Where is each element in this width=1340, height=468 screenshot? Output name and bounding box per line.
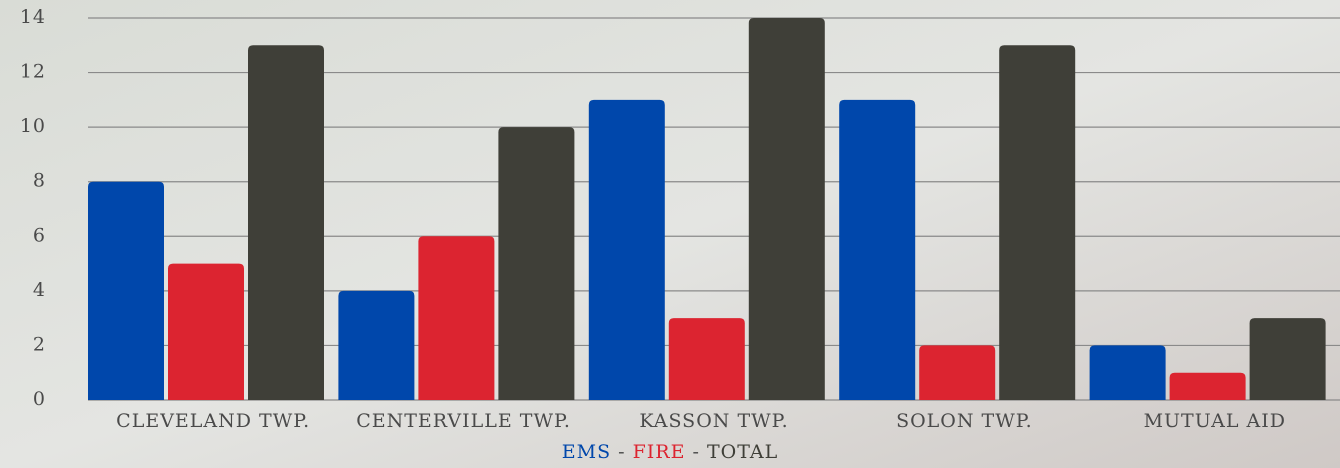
chart: EMS - FIRE - TOTAL 0 2 4 6 8 10 12 14 CLEVELAND … (0, 0, 1340, 468)
y-tick-label: 12 (20, 61, 46, 83)
bar (919, 345, 995, 400)
bar (418, 236, 494, 400)
bar (669, 318, 745, 400)
legend-entry: TOTAL (707, 441, 778, 463)
bar (999, 45, 1075, 400)
y-tick-label: 14 (20, 6, 46, 28)
bar (1250, 318, 1326, 400)
legend-separator: - (611, 441, 633, 463)
bar (749, 18, 825, 400)
y-tick-label: 2 (33, 333, 46, 355)
x-tick-label: CLEVELAND TWP. (116, 410, 310, 432)
bar (248, 45, 324, 400)
page: {"chart_data": {"type": "bar", "categori… (0, 0, 1340, 468)
legend-entry: EMS (562, 441, 611, 463)
bar (839, 100, 915, 400)
y-tick-label: 10 (20, 115, 46, 137)
bar (168, 264, 244, 400)
bar (589, 100, 665, 400)
x-tick-label: MUTUAL AID (1144, 410, 1286, 432)
x-tick-label: CENTERVILLE TWP. (356, 410, 571, 432)
y-tick-label: 4 (33, 279, 46, 301)
bar (1090, 345, 1166, 400)
bar (498, 127, 574, 400)
legend-entry: FIRE (633, 441, 686, 463)
y-tick-label: 0 (33, 388, 46, 410)
bar (1170, 373, 1246, 400)
bar (88, 182, 164, 400)
bar (338, 291, 414, 400)
legend: EMS - FIRE - TOTAL (562, 441, 778, 463)
legend-separator: - (685, 441, 707, 463)
y-tick-label: 6 (33, 224, 46, 246)
x-tick-label: SOLON TWP. (896, 410, 1033, 432)
y-tick-label: 8 (33, 170, 46, 192)
x-tick-label: KASSON TWP. (639, 410, 788, 432)
